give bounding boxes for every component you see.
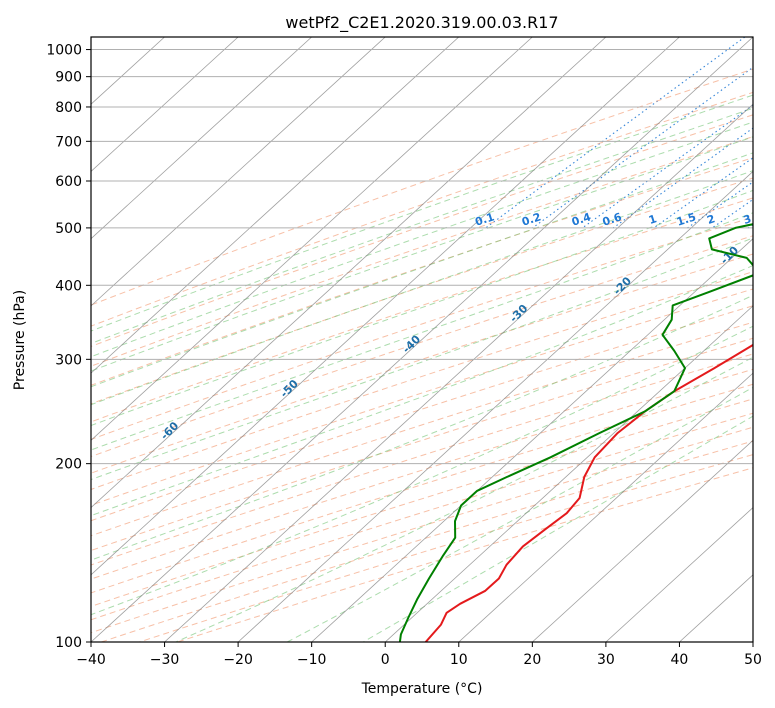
dry-adiabat-line	[139, 454, 753, 642]
x-axis-label: Temperature (°C)	[361, 681, 483, 697]
dry-adiabat-line	[91, 368, 753, 580]
isotherm-line	[311, 238, 753, 642]
isotherm-line	[164, 103, 753, 642]
dry-adiabat-line	[91, 253, 753, 474]
mixing-ratio-label: 1.5	[675, 210, 698, 228]
x-tick-label: 30	[597, 652, 615, 668]
isotherms	[91, 37, 753, 642]
dry-adiabat-line	[91, 114, 753, 347]
dry-adiabat-line	[91, 321, 753, 537]
dewpoint-line	[398, 223, 753, 642]
mixing-ratio-lines	[485, 37, 753, 229]
x-tick-label: −20	[223, 652, 253, 668]
mixing-ratio-line	[612, 127, 753, 229]
isotherm-line	[91, 37, 460, 374]
dry-adiabat-line	[91, 136, 753, 367]
dry-adiabat-line	[101, 440, 753, 642]
y-tick-label: 700	[55, 134, 82, 150]
dry-adiabat-line	[91, 398, 753, 608]
x-tick-label: 10	[450, 652, 468, 668]
isotherm-line	[91, 37, 680, 576]
y-tick-label: 900	[55, 70, 82, 86]
isotherm-line	[237, 170, 753, 642]
dry-adiabat-line	[91, 271, 753, 490]
x-tick-label: 50	[744, 652, 762, 668]
moist-adiabat-line	[91, 294, 753, 561]
y-axis-ticks: 1000 900 800 700 600 500 400 300 200 100	[46, 43, 91, 651]
dry-adiabat-line	[91, 412, 753, 621]
mixing-ratio-label: 0.4	[570, 210, 593, 228]
y-tick-label: 1000	[46, 43, 82, 59]
y-tick-label: 500	[55, 221, 82, 237]
isotherm-line	[91, 37, 753, 642]
y-axis-label: Pressure (hPa)	[12, 290, 28, 390]
mixing-ratio-label: 0.1	[473, 210, 496, 228]
moist-adiabat-line	[91, 325, 753, 616]
x-tick-label: 0	[381, 652, 390, 668]
dry-adiabat-line	[91, 197, 753, 423]
y-tick-label: 300	[55, 352, 82, 368]
mixing-ratio-label: 2	[705, 212, 716, 227]
moist-adiabat-line	[91, 152, 753, 388]
moist-adiabat-line	[91, 170, 753, 406]
mixing-ratio-label: 0.6	[601, 210, 624, 228]
x-axis-ticks: −40 −30 −20 −10 0 10 20 30 40 50	[76, 642, 762, 668]
dry-adiabats	[91, 68, 753, 642]
x-tick-label: −30	[150, 652, 180, 668]
isotherm-line	[91, 37, 239, 172]
isotherm-line	[91, 37, 386, 307]
mixing-ratio-label: 0.2	[520, 210, 543, 228]
chart-title: wetPf2_C2E1.2020.319.00.03.R17	[285, 13, 558, 33]
isotherm-line	[91, 37, 533, 441]
moist-adiabats	[91, 94, 753, 642]
mixing-ratio-line	[532, 66, 753, 229]
dry-adiabat-line	[91, 235, 753, 458]
isotherm-line	[91, 37, 312, 240]
dry-adiabat-line	[91, 157, 753, 386]
mixing-ratio-label: 3	[742, 212, 753, 227]
moist-adiabat-line	[91, 189, 753, 427]
moist-adiabat-line	[91, 212, 753, 451]
isotherm-line	[384, 305, 753, 642]
isotherm-line	[91, 37, 607, 509]
y-tick-label: 800	[55, 100, 82, 116]
plot-frame	[90, 36, 754, 643]
y-tick-label: 200	[55, 457, 82, 473]
x-tick-label: −40	[76, 652, 106, 668]
pressure-gridlines	[91, 49, 753, 642]
y-tick-label: 100	[55, 635, 82, 651]
dry-adiabat-line	[91, 216, 753, 440]
x-tick-label: 40	[671, 652, 689, 668]
y-tick-label: 400	[55, 278, 82, 294]
moist-adiabat-line	[91, 121, 753, 358]
isotherm-line	[532, 439, 753, 642]
x-tick-label: 20	[523, 652, 541, 668]
x-tick-label: −10	[297, 652, 327, 668]
dry-adiabat-line	[91, 426, 753, 634]
temperature-line	[424, 343, 753, 642]
moist-adiabat-line	[91, 136, 753, 372]
dry-adiabat-line	[91, 383, 753, 594]
profile-series	[398, 223, 753, 642]
dry-adiabat-line	[91, 288, 753, 506]
isotherm-line	[458, 372, 753, 642]
isotherm-line	[605, 507, 753, 642]
mixing-ratio-label: 1	[647, 212, 658, 227]
y-tick-label: 600	[55, 174, 82, 190]
moist-adiabat-line	[175, 356, 753, 642]
